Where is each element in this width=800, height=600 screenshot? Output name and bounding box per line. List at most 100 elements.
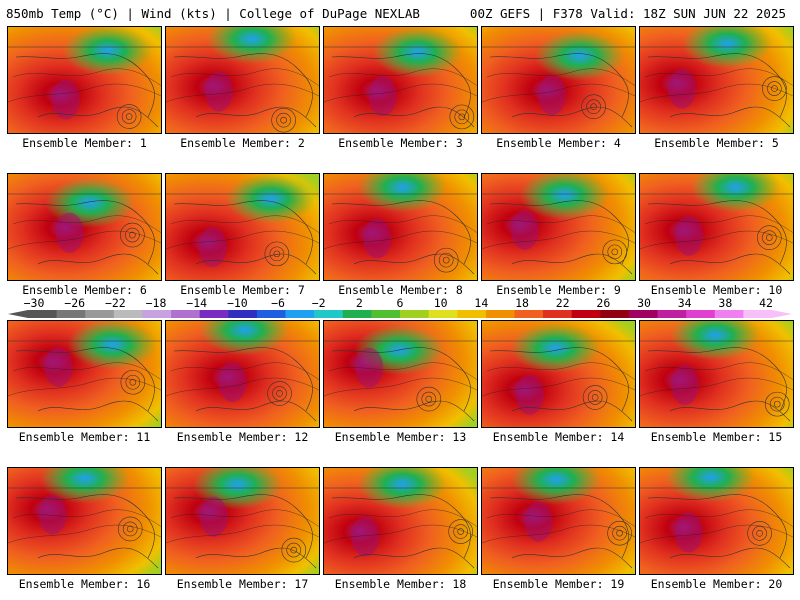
colorbar-labels: −30 −26 −22 −18 −14 −10 −6 −2 2 6 10 14 18 22 26 30 34 38… <box>0 296 800 310</box>
colorbar-swatch <box>628 310 659 318</box>
colorbar-swatch <box>714 310 744 318</box>
colorbar-min-arrow <box>8 310 28 318</box>
ensemble-panel: Ensemble Member: 9 <box>481 173 636 297</box>
colorbar-tick-label: 2 <box>355 296 363 310</box>
colorbar-swatch <box>485 310 515 318</box>
ensemble-panel: Ensemble Member: 11 <box>7 320 162 444</box>
ensemble-member-caption: Ensemble Member: 3 <box>338 136 463 150</box>
temperature-map <box>7 467 162 575</box>
colorbar-tick-label: 6 <box>396 296 404 310</box>
colorbar-tick-label: 38 <box>718 296 733 310</box>
colorbar-tick-label: 14 <box>474 296 489 310</box>
ensemble-panel: Ensemble Member: 10 <box>639 173 794 297</box>
ensemble-member-caption: Ensemble Member: 11 <box>18 430 151 444</box>
colorbar-tick-label: 30 <box>637 296 651 310</box>
ensemble-member-caption: Ensemble Member: 17 <box>176 577 309 591</box>
colorbar-tick-label: 42 <box>759 296 773 310</box>
ensemble-member-caption: Ensemble Member: 18 <box>334 577 467 591</box>
ensemble-panel: Ensemble Member: 13 <box>323 320 478 444</box>
ensemble-panel: Ensemble Member: 17 <box>165 467 320 591</box>
colorbar-swatch <box>543 310 573 318</box>
temperature-map <box>323 173 478 281</box>
ensemble-member-caption: Ensemble Member: 16 <box>18 577 151 591</box>
ensemble-member-caption: Ensemble Member: 7 <box>180 283 305 297</box>
colorbar-max-arrow <box>772 310 792 318</box>
colorbar-swatch <box>199 310 229 318</box>
temperature-map <box>639 467 794 575</box>
colorbar-swatch <box>342 310 372 318</box>
colorbar-swatch <box>514 310 544 318</box>
ensemble-member-caption: Ensemble Member: 13 <box>334 430 467 444</box>
temperature-map <box>481 467 636 575</box>
colorbar-tick-label: 10 <box>433 296 448 310</box>
ensemble-panel: Ensemble Member: 20 <box>639 467 794 591</box>
colorbar-swatch <box>428 310 458 318</box>
ensemble-panel: Ensemble Member: 4 <box>481 26 636 150</box>
colorbar-swatch <box>56 310 86 318</box>
ensemble-panel: Ensemble Member: 5 <box>639 26 794 150</box>
colorbar-swatch <box>686 310 716 318</box>
colorbar-scale <box>8 310 792 318</box>
colorbar-swatch <box>600 310 630 318</box>
ensemble-member-caption: Ensemble Member: 14 <box>492 430 625 444</box>
temperature-colorbar: −30 −26 −22 −18 −14 −10 −6 −2 2 6 10 14 18 22 26 30 34 38… <box>0 296 800 320</box>
ensemble-panel: Ensemble Member: 14 <box>481 320 636 444</box>
colorbar-tick-label: −6 <box>271 296 285 310</box>
ensemble-member-caption: Ensemble Member: 5 <box>654 136 779 150</box>
temperature-map <box>7 173 162 281</box>
temperature-map <box>165 467 320 575</box>
colorbar-tick-label: −10 <box>226 296 248 310</box>
ensemble-member-caption: Ensemble Member: 12 <box>176 430 309 444</box>
colorbar-tick-label: −18 <box>145 296 167 310</box>
colorbar-tick-label: −30 <box>23 296 45 310</box>
colorbar-swatch <box>571 310 601 318</box>
colorbar-swatch <box>743 310 773 318</box>
ensemble-member-caption: Ensemble Member: 9 <box>496 283 621 297</box>
colorbar-tick-label: −2 <box>311 296 326 310</box>
ensemble-panel: Ensemble Member: 12 <box>165 320 320 444</box>
colorbar-swatch <box>142 310 172 318</box>
colorbar-swatch <box>457 310 487 318</box>
colorbar-swatch <box>371 310 401 318</box>
ensemble-member-caption: Ensemble Member: 19 <box>492 577 625 591</box>
product-title: 850mb Temp (°C) | Wind (kts) | College o… <box>6 6 420 21</box>
temperature-map <box>323 26 478 134</box>
ensemble-panel: Ensemble Member: 15 <box>639 320 794 444</box>
ensemble-panel: Ensemble Member: 19 <box>481 467 636 591</box>
colorbar-swatch <box>228 310 258 318</box>
colorbar-tick-label: 34 <box>677 296 692 310</box>
colorbar-tick-label: 26 <box>596 296 611 310</box>
temperature-map <box>323 467 478 575</box>
ensemble-member-caption: Ensemble Member: 1 <box>22 136 147 150</box>
colorbar-tick-label: −14 <box>186 296 208 310</box>
colorbar-swatch <box>85 310 115 318</box>
temperature-map <box>639 26 794 134</box>
ensemble-member-caption: Ensemble Member: 6 <box>22 283 147 297</box>
ensemble-panel: Ensemble Member: 6 <box>7 173 162 297</box>
ensemble-panel: Ensemble Member: 7 <box>165 173 320 297</box>
temperature-map <box>639 320 794 428</box>
temperature-map <box>481 173 636 281</box>
colorbar-swatch <box>171 310 201 318</box>
temperature-map <box>165 26 320 134</box>
temperature-map <box>7 320 162 428</box>
colorbar-swatch <box>285 310 315 318</box>
run-valid-title: 00Z GEFS | F378 Valid: 18Z SUN JUN 22 20… <box>469 6 786 21</box>
colorbar-tick-label: 22 <box>555 296 570 310</box>
ensemble-panel: Ensemble Member: 3 <box>323 26 478 150</box>
ensemble-panel: Ensemble Member: 18 <box>323 467 478 591</box>
colorbar-swatch <box>400 310 430 318</box>
ensemble-panel: Ensemble Member: 8 <box>323 173 478 297</box>
ensemble-member-caption: Ensemble Member: 15 <box>650 430 783 444</box>
temperature-map <box>165 320 320 428</box>
temperature-map <box>639 173 794 281</box>
ensemble-member-caption: Ensemble Member: 4 <box>496 136 621 150</box>
colorbar-swatch <box>314 310 344 318</box>
colorbar-tick-label: −22 <box>104 296 126 310</box>
ensemble-panel: Ensemble Member: 16 <box>7 467 162 591</box>
page-header: 850mb Temp (°C) | Wind (kts) | College o… <box>0 0 800 24</box>
temperature-map <box>481 320 636 428</box>
colorbar-swatch <box>256 310 287 318</box>
temperature-map <box>323 320 478 428</box>
colorbar-tick-label: 18 <box>515 296 529 310</box>
